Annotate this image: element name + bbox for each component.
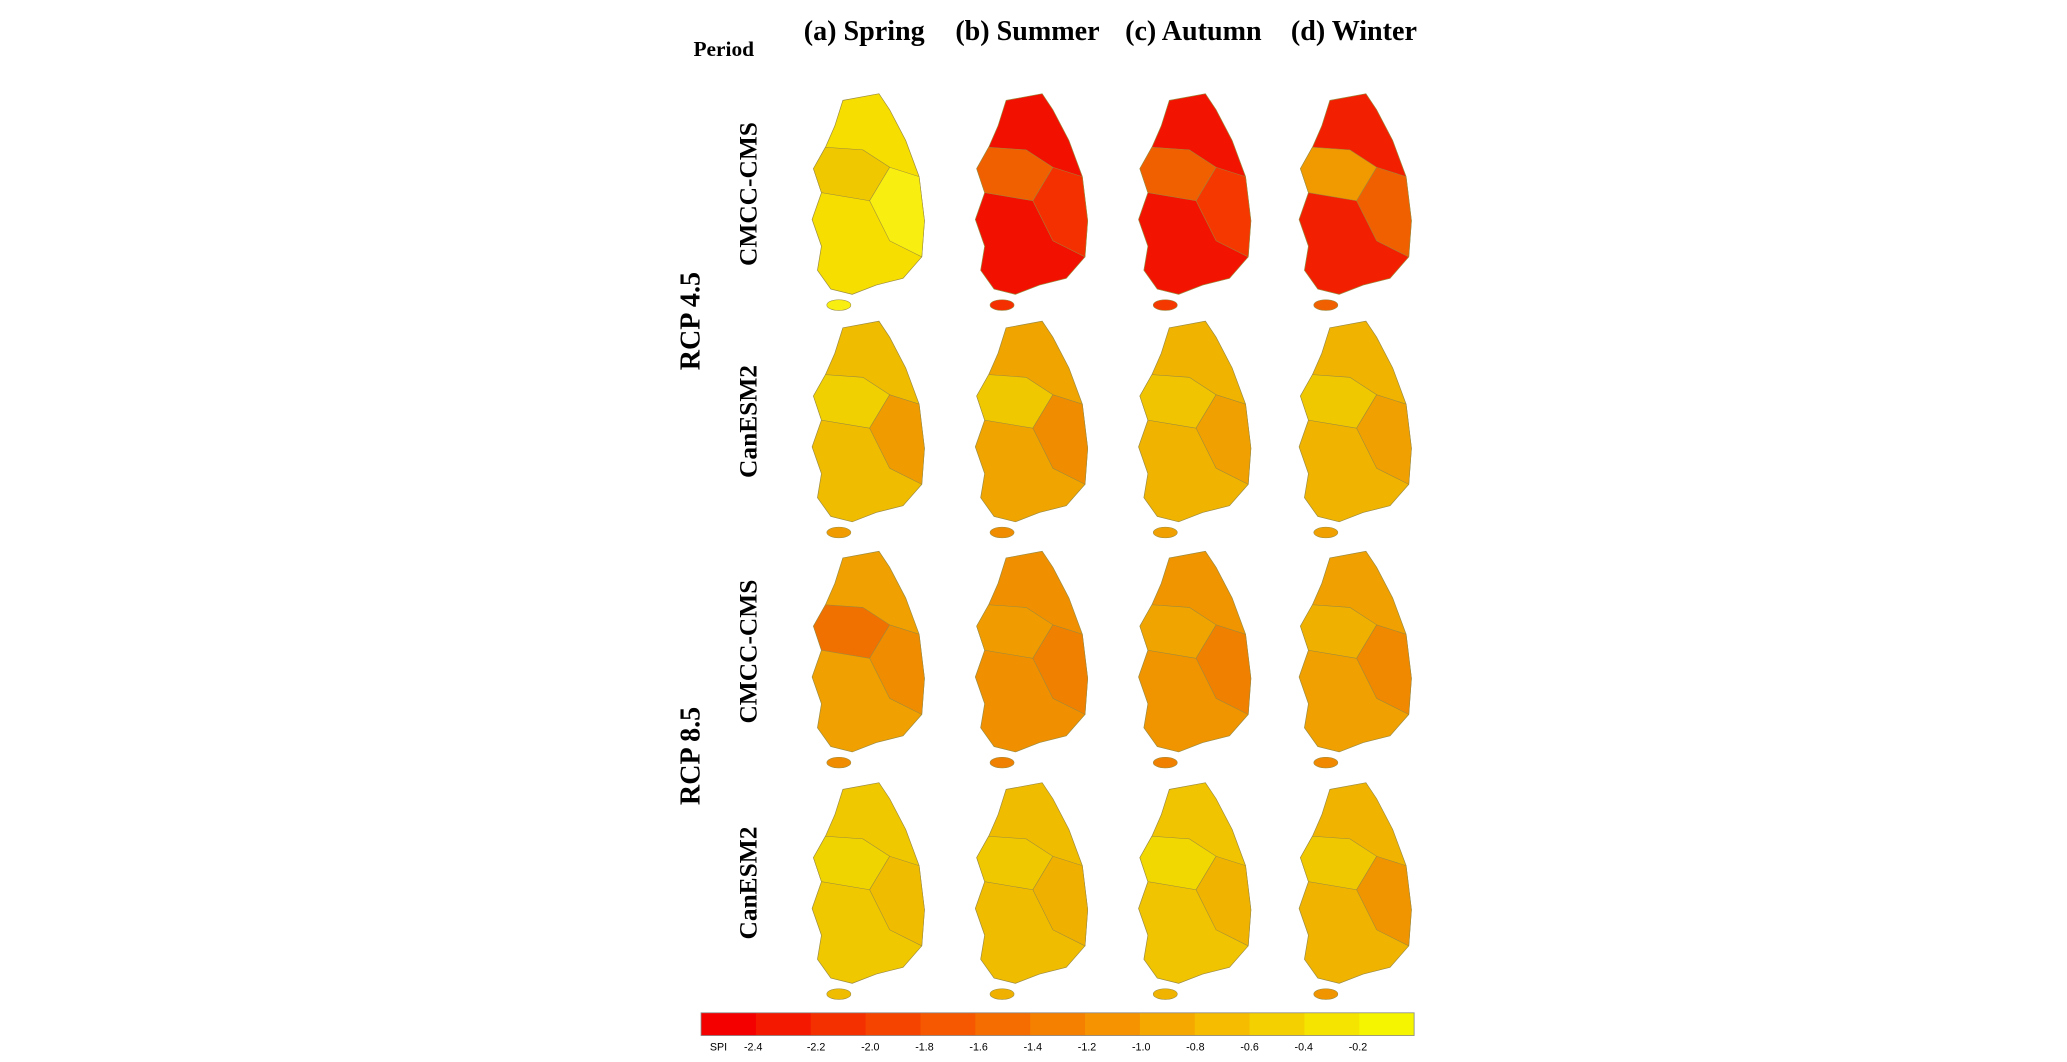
colorbar-swatch xyxy=(1194,1012,1250,1036)
map xyxy=(811,93,925,311)
colorbar-label: -0.4 xyxy=(1295,1041,1313,1053)
model-label: CMCC-CMS xyxy=(734,122,762,266)
colorbar-frame xyxy=(700,1012,1415,1036)
colorbar-title: SPI xyxy=(710,1041,727,1053)
jeju-island xyxy=(989,526,1015,539)
model-label: CanESM2 xyxy=(734,827,762,940)
colorbar-swatch xyxy=(1139,1012,1196,1036)
colorbar-swatch xyxy=(755,1012,812,1036)
colorbar-label: -0.8 xyxy=(1186,1041,1204,1053)
map-region xyxy=(1356,394,1412,485)
map xyxy=(1298,93,1412,311)
map xyxy=(1138,782,1252,1000)
map-region xyxy=(1032,855,1088,947)
colorbar-swatch xyxy=(1030,1012,1086,1036)
map xyxy=(811,782,925,1000)
jeju-island xyxy=(1313,988,1339,1000)
colorbar-label: -2.0 xyxy=(861,1041,879,1053)
map xyxy=(1138,320,1252,539)
colorbar-swatch xyxy=(975,1012,1031,1036)
map-region xyxy=(869,855,925,947)
jeju-island xyxy=(826,988,852,1000)
column-header: (d) Winter xyxy=(1291,16,1417,47)
map xyxy=(811,550,925,769)
jeju-island xyxy=(1152,526,1178,539)
colorbar-swatch xyxy=(920,1012,976,1036)
column-header: (c) Autumn xyxy=(1125,16,1262,47)
map-region xyxy=(1032,624,1088,715)
colorbar-label: -1.0 xyxy=(1132,1041,1150,1053)
colorbar-label: -1.6 xyxy=(969,1041,987,1053)
colorbar-swatch xyxy=(1304,1012,1360,1036)
map xyxy=(1298,550,1412,769)
colorbar-label: -0.2 xyxy=(1349,1041,1367,1053)
map-region xyxy=(1195,166,1252,258)
colorbar-label: -1.8 xyxy=(915,1041,933,1053)
map-region xyxy=(869,394,925,485)
map xyxy=(974,550,1089,769)
jeju-island xyxy=(1152,988,1178,1000)
jeju-island xyxy=(826,526,852,539)
column-header: (b) Summer xyxy=(955,16,1099,47)
model-label: CMCC-CMS xyxy=(734,580,762,724)
jeju-island xyxy=(989,757,1015,769)
colorbar-swatch xyxy=(1085,1012,1141,1036)
map xyxy=(1138,550,1252,769)
colorbar-label: -1.4 xyxy=(1024,1041,1042,1053)
column-header: (a) Spring xyxy=(804,16,925,47)
jeju-island xyxy=(1152,299,1178,311)
map-region xyxy=(869,624,925,715)
colorbar-swatch xyxy=(1359,1012,1415,1036)
colorbar-label: -2.4 xyxy=(744,1041,762,1053)
map-region xyxy=(1195,394,1252,485)
map-region xyxy=(1195,855,1252,947)
map-region xyxy=(869,166,925,258)
map-region xyxy=(1356,166,1412,258)
map xyxy=(974,93,1089,311)
colorbar-label: -1.2 xyxy=(1078,1041,1096,1053)
map-region xyxy=(1356,855,1412,947)
jeju-island xyxy=(826,299,852,311)
colorbar-label: -2.2 xyxy=(807,1041,825,1053)
map xyxy=(1138,93,1252,311)
jeju-island xyxy=(1313,526,1339,539)
scenario-label: RCP 4.5 xyxy=(675,272,706,370)
map xyxy=(974,782,1089,1000)
period-label: Period xyxy=(693,37,754,61)
jeju-island xyxy=(1313,757,1339,769)
map xyxy=(1298,320,1412,539)
colorbar-swatch xyxy=(810,1012,866,1036)
map xyxy=(811,320,925,539)
colorbar-swatch xyxy=(865,1012,921,1036)
map-region xyxy=(1195,624,1252,715)
map-region xyxy=(1032,394,1088,485)
jeju-island xyxy=(1313,299,1339,311)
colorbar-label: -0.6 xyxy=(1240,1041,1258,1053)
map-region xyxy=(1356,624,1412,715)
jeju-island xyxy=(989,299,1015,311)
colorbar-swatch xyxy=(1249,1012,1305,1036)
jeju-island xyxy=(989,988,1015,1000)
scenario-label: RCP 8.5 xyxy=(675,707,706,805)
map-region xyxy=(1032,166,1088,258)
jeju-island xyxy=(826,757,852,769)
map xyxy=(1298,782,1412,1000)
model-label: CanESM2 xyxy=(734,365,762,478)
colorbar-swatch xyxy=(701,1012,757,1036)
jeju-island xyxy=(1152,757,1178,769)
map xyxy=(974,320,1089,539)
